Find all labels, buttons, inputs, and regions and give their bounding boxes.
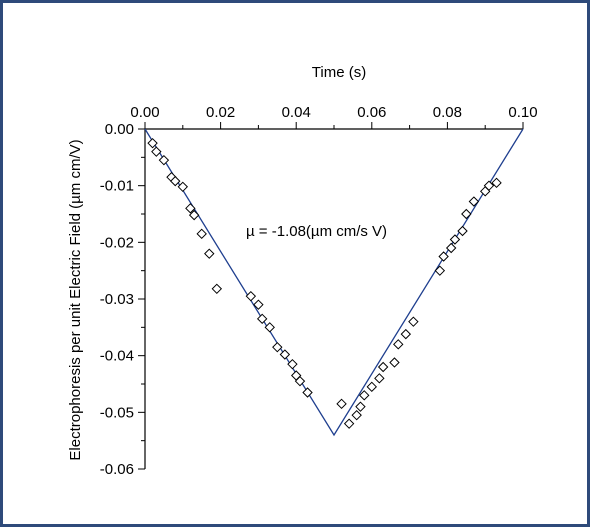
data-point (336, 398, 347, 410)
data-point (177, 181, 189, 193)
y-tick-label: -0.04 (100, 348, 134, 365)
data-point (483, 180, 495, 191)
data-point (245, 290, 257, 302)
data-point (468, 196, 480, 207)
x-tick-label: 0.04 (282, 104, 311, 121)
data-points (147, 137, 502, 429)
data-point (400, 328, 412, 340)
data-point (170, 175, 181, 187)
x-tick-label: 0.10 (508, 104, 537, 121)
data-point (343, 418, 355, 429)
x-tick-label: 0.08 (433, 104, 462, 121)
data-point (211, 283, 223, 295)
data-point (366, 381, 378, 393)
data-point (302, 387, 313, 398)
data-point (359, 390, 370, 401)
x-tick-label: 0.06 (357, 104, 386, 121)
data-point (188, 209, 200, 221)
y-tick-label: -0.06 (100, 461, 134, 478)
data-point (457, 225, 468, 237)
data-point (272, 341, 283, 353)
data-point (355, 401, 366, 412)
data-point (374, 373, 385, 384)
data-point (279, 349, 291, 360)
mobility-annotation: µ = -1.08(µm cm/s V) (246, 223, 387, 240)
y-tick-label: -0.05 (100, 404, 134, 421)
data-point (449, 234, 461, 245)
data-point (294, 375, 306, 387)
data-point (438, 251, 449, 262)
fit-line (144, 128, 524, 437)
data-point (151, 146, 162, 157)
x-tick-label: 0.02 (206, 104, 235, 121)
y-tick-label: -0.03 (100, 291, 134, 308)
y-tick-label: -0.01 (100, 178, 134, 195)
y-axis-title: Electrophoresis per unit Electric Field … (67, 139, 84, 460)
data-point (389, 357, 400, 368)
data-point (491, 177, 502, 189)
data-point (185, 203, 196, 214)
data-point (264, 322, 275, 333)
data-point (256, 313, 268, 325)
data-point (461, 208, 472, 220)
fit-line-group (144, 128, 524, 437)
data-point (377, 361, 389, 373)
y-tick-label: 0.00 (105, 121, 134, 138)
data-point (253, 299, 264, 310)
data-point (393, 339, 404, 350)
data-point (196, 228, 207, 240)
y-tick-label: -0.02 (100, 234, 134, 251)
data-point (351, 409, 362, 421)
data-point (434, 265, 446, 276)
data-point (158, 154, 170, 166)
x-axis-title: Time (s) (312, 64, 366, 81)
x-tick-label: 0.00 (130, 104, 159, 121)
data-point (147, 137, 158, 149)
data-point (445, 242, 457, 254)
data-point (287, 358, 298, 370)
data-point (204, 248, 215, 259)
axes: 0.00 0.02 0.04 0.06 0.08 0.10 0.00 -0.01 -0.02 -0… (100, 104, 538, 478)
data-point (408, 316, 419, 327)
